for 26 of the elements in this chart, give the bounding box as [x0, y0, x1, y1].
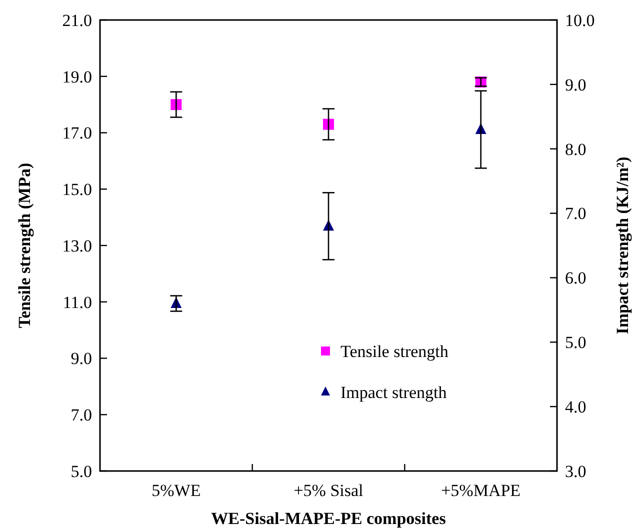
- y2-tick-label: 9.0: [565, 75, 586, 94]
- y-tick-label: 15.0: [62, 180, 92, 200]
- legend-label: Tensile strength: [340, 342, 449, 361]
- y2-tick-label: 6.0: [565, 268, 586, 288]
- y-tick-label: 9.0: [70, 349, 92, 368]
- point: [323, 118, 334, 130]
- y-tick-label: 7.0: [70, 406, 92, 425]
- y2-tick-label: 5.0: [565, 333, 586, 352]
- y-tick-label: 21.0: [62, 10, 92, 30]
- x-axis-title: WE-Sisal-MAPE-PE composites: [211, 509, 446, 528]
- y2-tick-label: 7.0: [565, 204, 586, 224]
- y2-tick-label: 8.0: [565, 140, 586, 159]
- y2-axis-title: Impact strength (KJ/m²): [613, 156, 632, 334]
- y-tick-label: 17.0: [62, 124, 92, 143]
- y2-tick-label: 10.0: [565, 10, 595, 30]
- y-tick-label: 5.0: [70, 462, 92, 481]
- x-tick-label: +5% Sisal: [294, 481, 364, 500]
- y-axis-title: Tensile strength (MPa): [15, 162, 34, 328]
- y-tick-label: 11.0: [62, 292, 92, 312]
- y-tick-label: 19.0: [62, 67, 92, 86]
- x-tick-label: 5%WE: [152, 481, 201, 500]
- y2-tick-label: 3.0: [565, 462, 586, 481]
- y-tick-label: 13.0: [62, 236, 92, 256]
- x-tick-label: +5%MAPE: [441, 481, 521, 500]
- legend-label: Impact strength: [340, 382, 448, 402]
- y2-tick-label: 4.0: [565, 398, 586, 417]
